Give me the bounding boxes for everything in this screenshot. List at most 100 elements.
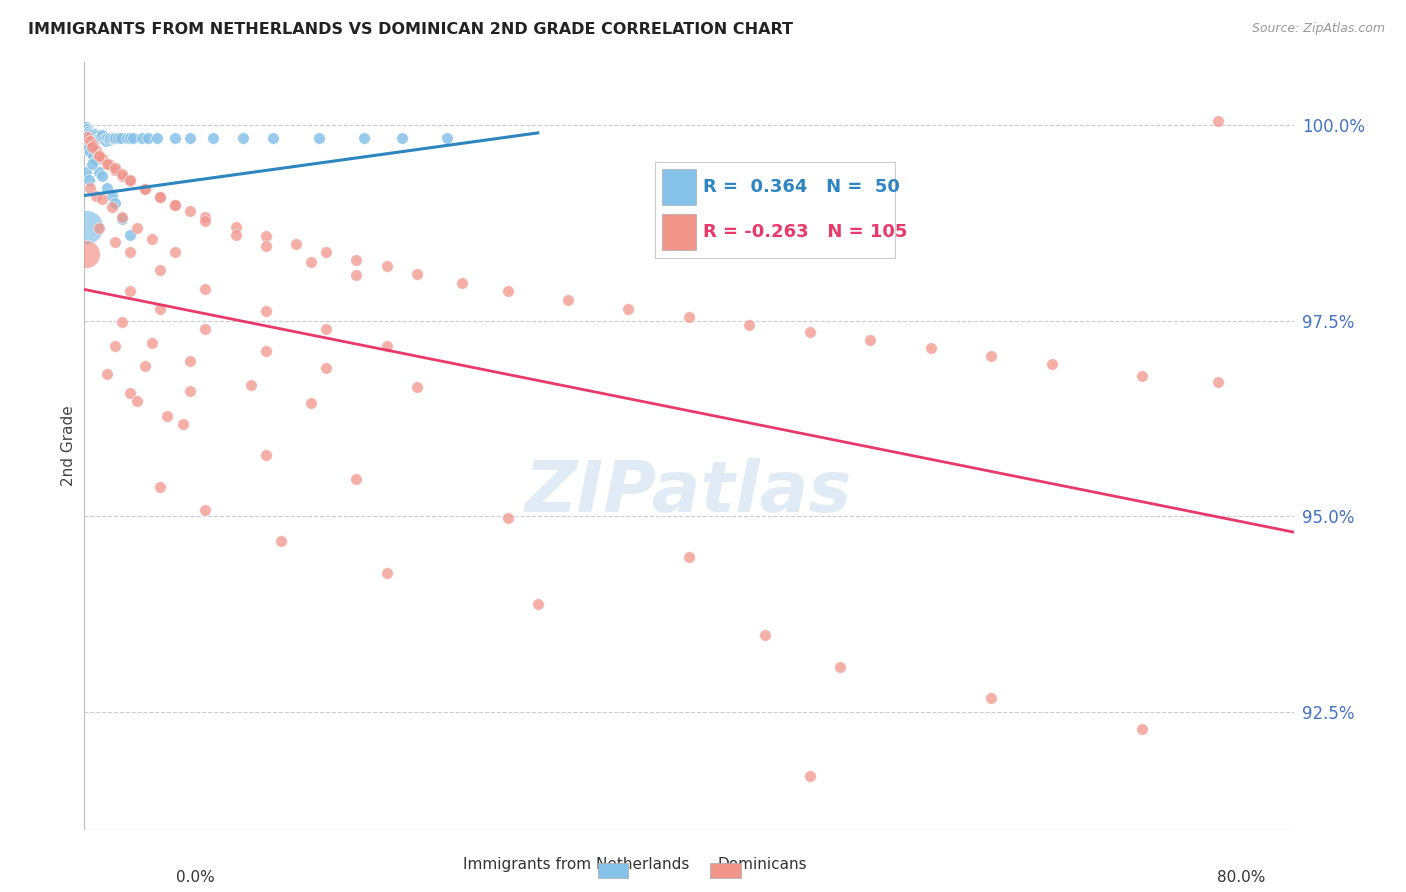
Point <box>104 130 127 145</box>
FancyBboxPatch shape <box>662 214 696 251</box>
Text: 80.0%: 80.0% <box>1218 870 1265 885</box>
Point <box>91 169 114 183</box>
Point <box>134 359 156 373</box>
Point <box>346 252 368 267</box>
Point <box>75 165 97 179</box>
Point <box>436 130 458 145</box>
Point <box>77 173 100 187</box>
Point <box>179 130 201 145</box>
Point <box>93 132 115 146</box>
Text: 0.0%: 0.0% <box>176 870 215 885</box>
Point <box>375 259 398 273</box>
Point <box>86 153 108 168</box>
Point <box>104 196 127 211</box>
Point <box>121 130 143 145</box>
Point <box>194 282 217 296</box>
Point <box>127 221 149 235</box>
Point <box>1040 357 1063 371</box>
Point <box>89 221 111 235</box>
Point <box>391 130 413 145</box>
Point <box>353 130 375 145</box>
Point <box>262 130 284 145</box>
Point <box>496 284 519 298</box>
Point <box>111 315 134 329</box>
Point <box>285 237 308 252</box>
Point <box>232 130 254 145</box>
Point <box>118 173 141 187</box>
Point <box>82 137 104 152</box>
Point <box>678 310 700 324</box>
Point <box>141 231 163 245</box>
Point <box>76 142 98 156</box>
Point <box>79 134 101 148</box>
Point <box>1130 368 1153 383</box>
Point <box>156 409 179 424</box>
Point <box>107 130 129 145</box>
Point <box>86 188 108 202</box>
Point <box>980 349 1002 363</box>
Point <box>87 130 110 145</box>
Point <box>270 534 292 549</box>
Point <box>254 239 277 253</box>
FancyBboxPatch shape <box>662 169 696 205</box>
Point <box>1206 375 1229 389</box>
Point <box>80 157 103 171</box>
Point <box>111 212 134 227</box>
Point <box>79 126 101 140</box>
Point <box>346 472 368 486</box>
Point <box>1130 723 1153 737</box>
Point <box>315 244 337 259</box>
Point <box>97 133 120 147</box>
Point <box>111 167 134 181</box>
Point <box>315 321 337 335</box>
Point <box>79 180 101 194</box>
Point <box>118 174 141 188</box>
Text: Dominicans: Dominicans <box>717 857 807 872</box>
Point <box>830 659 852 673</box>
Point <box>149 301 172 316</box>
Point <box>406 267 429 281</box>
Point <box>920 341 942 355</box>
Point <box>89 165 111 179</box>
Text: ZIPatlas: ZIPatlas <box>526 458 852 526</box>
Point <box>131 130 153 145</box>
Text: IMMIGRANTS FROM NETHERLANDS VS DOMINICAN 2ND GRADE CORRELATION CHART: IMMIGRANTS FROM NETHERLANDS VS DOMINICAN… <box>28 22 793 37</box>
Point <box>315 360 337 375</box>
Point <box>104 339 127 353</box>
Point <box>194 503 217 517</box>
Point <box>299 255 322 269</box>
Point <box>451 276 474 290</box>
Point <box>149 190 172 204</box>
Point <box>111 169 134 183</box>
Point <box>86 128 108 143</box>
Point <box>82 129 104 144</box>
Point <box>127 393 149 408</box>
Point <box>225 219 247 234</box>
Point <box>980 691 1002 706</box>
Point <box>201 130 224 145</box>
Point <box>75 219 97 234</box>
Y-axis label: 2nd Grade: 2nd Grade <box>60 406 76 486</box>
Point <box>96 130 118 145</box>
Point <box>165 198 187 212</box>
Point <box>617 301 640 316</box>
Point <box>89 131 111 145</box>
Point <box>118 227 141 242</box>
Point <box>118 244 141 259</box>
Point <box>101 131 124 145</box>
Point <box>80 140 103 154</box>
Point <box>799 769 821 783</box>
Point <box>136 130 159 145</box>
Point <box>1206 114 1229 128</box>
Point <box>75 247 97 261</box>
Point <box>100 200 122 214</box>
Point <box>346 268 368 283</box>
Point <box>496 511 519 525</box>
Point <box>91 193 114 207</box>
Point <box>254 343 277 358</box>
Point <box>754 628 776 642</box>
Point <box>557 293 579 308</box>
Point <box>239 378 262 392</box>
Point <box>98 130 121 145</box>
Point <box>104 161 127 175</box>
